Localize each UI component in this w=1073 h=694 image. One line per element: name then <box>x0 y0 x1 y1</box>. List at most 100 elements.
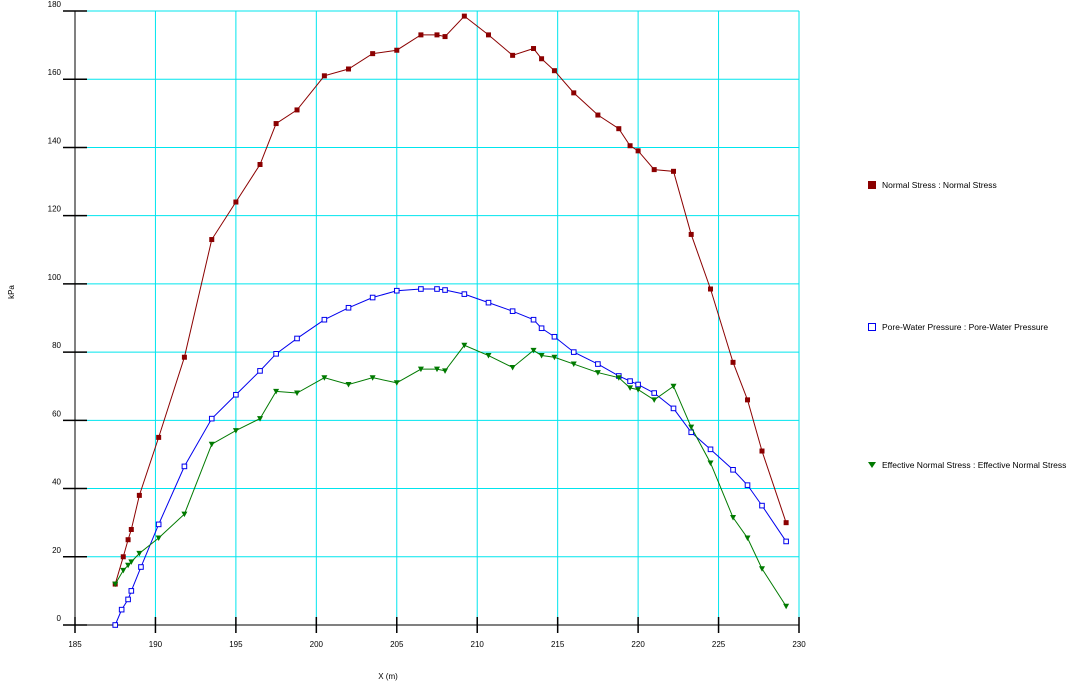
legend-item-effective-normal-stress: Effective Normal Stress : Effective Norm… <box>868 460 1066 470</box>
data-point <box>345 304 352 311</box>
data-point <box>651 390 658 396</box>
data-point <box>181 354 187 360</box>
data-point <box>730 466 736 473</box>
data-point <box>510 52 516 58</box>
chart-svg: 185 190 195 200 205 210 215 220 225 230 0 20 40 60 80 1… <box>7 0 807 681</box>
x-tick-label: 215 <box>551 640 565 649</box>
data-point <box>321 316 328 323</box>
data-point <box>294 107 300 113</box>
data-point <box>125 537 131 543</box>
data-point <box>257 416 264 422</box>
data-point <box>485 353 492 359</box>
series-line <box>114 344 787 607</box>
data-point <box>321 73 327 79</box>
data-point <box>417 366 424 373</box>
data-point <box>257 162 263 167</box>
legend-label: Pore-Water Pressure : Pore-Water Pressur… <box>882 322 1049 332</box>
data-point <box>434 32 440 38</box>
x-tick-label: 200 <box>310 640 324 649</box>
y-axis-title: kPa <box>7 285 16 299</box>
data-point <box>136 492 142 498</box>
x-tick-label: 185 <box>68 640 82 649</box>
data-point <box>783 603 790 610</box>
data-point <box>369 375 376 381</box>
data-point <box>616 126 622 132</box>
data-point <box>112 581 119 588</box>
legend-label: Normal Stress : Normal Stress <box>882 180 997 190</box>
data-point <box>442 287 448 293</box>
y-tick-label: 100 <box>48 273 62 282</box>
data-point <box>783 520 789 526</box>
data-point <box>294 390 301 397</box>
data-point <box>551 354 558 361</box>
data-point <box>418 32 424 38</box>
data-point <box>688 231 694 237</box>
data-point <box>707 460 714 466</box>
data-point <box>635 387 642 393</box>
data-point <box>744 482 751 488</box>
x-tick-label: 225 <box>712 640 726 649</box>
data-point <box>485 299 492 306</box>
y-tick-label: 80 <box>52 341 61 350</box>
data-point <box>538 353 545 359</box>
data-point <box>125 596 131 603</box>
x-tick-label: 205 <box>390 640 404 649</box>
data-point <box>257 368 263 374</box>
data-point <box>369 294 376 301</box>
data-point <box>758 566 765 572</box>
data-point <box>670 383 677 390</box>
data-point <box>635 148 641 154</box>
data-point <box>125 562 132 569</box>
data-point <box>531 46 537 52</box>
data-point <box>707 446 714 453</box>
legend: Normal Stress : Normal Stress Pore-Water… <box>868 0 1073 689</box>
y-tick-label: 160 <box>48 68 62 77</box>
data-point <box>745 397 751 403</box>
x-tick-label: 210 <box>471 640 485 649</box>
y-tick-label: 40 <box>52 478 61 487</box>
open-square-marker-icon <box>868 323 876 331</box>
data-point <box>112 622 119 628</box>
y-tick-label: 60 <box>52 409 61 418</box>
data-point <box>120 567 127 574</box>
data-point <box>128 559 135 565</box>
data-point <box>232 428 239 434</box>
data-point <box>730 359 736 365</box>
data-point <box>570 349 577 355</box>
legend-label: Effective Normal Stress : Effective Norm… <box>882 460 1067 470</box>
data-point <box>273 388 280 395</box>
data-point <box>538 325 545 332</box>
filled-triangle-down-marker-icon <box>868 462 876 468</box>
y-tick-label: 180 <box>48 0 62 9</box>
data-point <box>759 502 765 509</box>
data-point <box>294 335 300 342</box>
data-point <box>627 143 633 149</box>
data-point <box>209 237 215 243</box>
data-point <box>783 538 789 545</box>
data-point <box>120 554 126 560</box>
data-point <box>273 121 279 127</box>
data-point <box>442 34 448 40</box>
data-point <box>571 90 577 96</box>
data-point <box>128 588 135 594</box>
data-point <box>118 606 125 613</box>
data-point <box>461 342 468 349</box>
data-point <box>708 286 714 292</box>
data-point <box>635 381 641 388</box>
data-point <box>434 286 440 292</box>
y-tick-label: 0 <box>57 614 62 623</box>
data-point <box>730 515 737 521</box>
data-point <box>393 287 400 294</box>
data-point <box>181 511 188 518</box>
axes: 185 190 195 200 205 210 215 220 225 230 0 20 40 60 80 1… <box>48 0 807 649</box>
data-point <box>233 391 239 398</box>
data-point <box>551 333 558 340</box>
data-point <box>273 351 279 357</box>
data-point <box>530 347 537 354</box>
x-tick-label: 220 <box>631 640 645 649</box>
data-point <box>509 308 516 314</box>
data-point <box>594 370 601 376</box>
data-point <box>233 199 239 205</box>
data-point <box>208 415 215 422</box>
